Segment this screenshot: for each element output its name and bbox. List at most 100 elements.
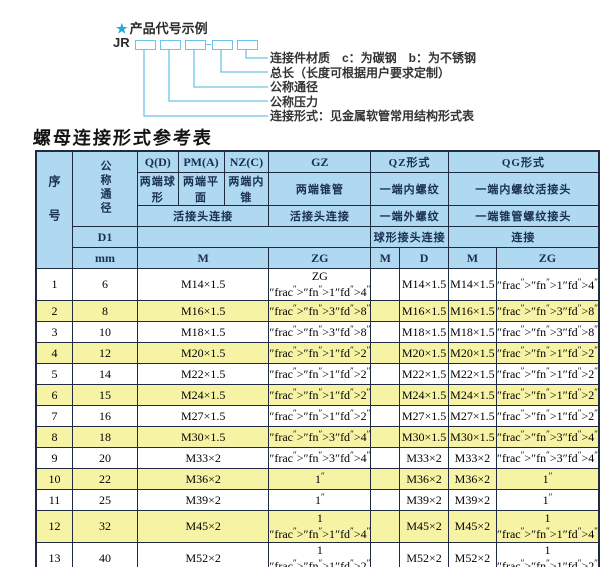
- nut-connection-table: 序号 公称通径 Q(D) PM(A) NZ(C) GZ QZ形式 QG形式 两端…: [35, 150, 600, 567]
- cell-qz-m: [370, 363, 401, 385]
- cell-qz-m: [370, 342, 401, 364]
- cell-zg-gz: 1″: [268, 489, 372, 511]
- header-q: Q(D): [137, 150, 179, 173]
- table-row: 4 12 M20×1.5 ″frac″>″fn″>1″fd″>2″ M20×1.5 M20…: [35, 342, 600, 364]
- cell-qg-zg: 1 ″frac″>″fn″>1″fd″>2″: [495, 542, 600, 567]
- cell-qg-zg: 1″: [495, 489, 600, 511]
- cell-qz-m: [370, 426, 401, 448]
- table-row: 11 25 M39×2 1″ M39×2 M39×2 1″: [35, 489, 600, 511]
- cell-qz-d: M27×1.5: [399, 405, 449, 427]
- cell-no: 5: [35, 363, 74, 385]
- code-legend: 连接件材质 c：为碳钢 b：为不锈钢 总长（长度可根据用户要求定制） 公称通径 …: [270, 51, 476, 124]
- table-row: 2 8 M16×1.5 ″frac″>″fn″>3″fd″>8″ M16×1.5 M16×…: [35, 300, 600, 322]
- table-row: 7 16 M27×1.5 ″frac″>″fn″>1″fd″>2″ M27×1.5 M27…: [35, 405, 600, 427]
- diagram-title: ★ 产品代号示例: [116, 18, 208, 37]
- cell-no: 8: [35, 426, 74, 448]
- cell-zg-gz: ″frac″>″fn″>3″fd″>4″: [268, 447, 372, 469]
- header-nz-sub: 两端内锥: [223, 172, 270, 206]
- cell-qg-zg: 1″: [495, 468, 600, 490]
- cell-qg-zg: 1 ″frac″>″fn″>1″fd″>4″: [495, 510, 600, 543]
- cell-qz-m: [370, 468, 401, 490]
- code-box-1: [135, 40, 156, 50]
- cell-m: M20×1.5: [137, 342, 270, 364]
- cell-m: M14×1.5: [137, 268, 270, 301]
- legend-diameter: 公称通径: [270, 80, 319, 94]
- header-qg-conn: 连接: [447, 226, 600, 248]
- cell-qg-m: M20×1.5: [447, 342, 497, 364]
- cell-qg-m: M36×2: [447, 468, 497, 490]
- cell-qz-d: M18×1.5: [399, 321, 449, 343]
- cell-zg-gz: ″frac″>″fn″>3″fd″>8″: [268, 300, 372, 322]
- table-title: 螺母连接形式参考表: [32, 128, 214, 148]
- table-row: 13 40 M52×2 1 ″frac″>″fn″>1″fd″>2″ M52×2 M52×…: [35, 542, 600, 567]
- legend-pressure: 公称压力: [270, 94, 319, 109]
- cell-dn: 14: [72, 363, 139, 385]
- cell-zg-gz: ″frac″>″fn″>1″fd″>2″: [268, 384, 372, 406]
- header-d1: D1: [72, 226, 139, 248]
- cell-qz-m: [370, 321, 401, 343]
- cell-dn: 20: [72, 447, 139, 469]
- cell-qz-d: M39×2: [399, 489, 449, 511]
- diagram-title-text: 产品代号示例: [129, 21, 208, 36]
- cell-m: M39×2: [137, 489, 270, 511]
- cell-qg-m: M39×2: [447, 489, 497, 511]
- cell-m: M52×2: [137, 542, 270, 567]
- legend-connection: 连接形式：见金属软管常用结构形式表: [270, 109, 475, 123]
- cell-qg-zg: ″frac″>″fn″>1″fd″>2″: [495, 342, 600, 364]
- cell-qg-m: M14×1.5: [447, 268, 497, 301]
- cell-qz-d: M20×1.5: [399, 342, 449, 364]
- cell-qg-m: M16×1.5: [447, 300, 497, 322]
- table-row: 3 10 M18×1.5 ″frac″>″fn″>3″fd″>8″ M18×1.5 M18…: [35, 321, 600, 343]
- cell-no: 7: [35, 405, 74, 427]
- cell-zg-gz: 1 ″frac″>″fn″>1″fd″>4″: [268, 510, 372, 543]
- cell-zg-gz: ″frac″>″fn″>1″fd″>2″: [268, 342, 372, 364]
- header-qz-d: D: [399, 247, 449, 269]
- code-box-4: [212, 40, 233, 50]
- cell-qg-zg: ″frac″>″fn″>1″fd″>2″: [495, 384, 600, 406]
- cell-qz-d: M45×2: [399, 510, 449, 543]
- header-qg-sub1: 一端内螺纹活接头: [447, 172, 600, 206]
- cell-qz-d: M52×2: [399, 542, 449, 567]
- cell-qg-m: M52×2: [447, 542, 497, 567]
- cell-qg-m: M22×1.5: [447, 363, 497, 385]
- cell-qg-zg: ″frac″>″fn″>1″fd″>2″: [495, 363, 600, 385]
- cell-dn: 40: [72, 542, 139, 567]
- legend-material: 连接件材质 c：为碳钢 b：为不锈钢: [270, 51, 477, 65]
- header-pm-sub: 两端平面: [177, 172, 225, 206]
- cell-qg-zg: ″frac″>″fn″>1″fd″>2″: [495, 405, 600, 427]
- header-qg-sub2: 一端锥管螺纹接头: [447, 205, 600, 227]
- table-row: 8 18 M30×1.5 ″frac″>″fn″>3″fd″>4″ M30×1.5 M30…: [35, 426, 600, 448]
- cell-zg-gz: ″frac″>″fn″>1″fd″>2″: [268, 363, 372, 385]
- cell-dn: 6: [72, 268, 139, 301]
- cell-zg-gz: 1″: [268, 468, 372, 490]
- header-qg-zg: ZG: [495, 247, 600, 269]
- cell-no: 10: [35, 468, 74, 490]
- cell-qz-d: M16×1.5: [399, 300, 449, 322]
- cell-qg-m: M45×2: [447, 510, 497, 543]
- cell-qg-m: M30×1.5: [447, 426, 497, 448]
- table-row: 10 22 M36×2 1″ M36×2 M36×2 1″: [35, 468, 600, 490]
- cell-dn: 12: [72, 342, 139, 364]
- cell-dn: 18: [72, 426, 139, 448]
- header-qg-m: M: [447, 247, 497, 269]
- product-code-diagram: ★ 产品代号示例 JR 连接件材质 c：为碳钢 b：为不锈钢 总长（长度可根据用户…: [0, 0, 600, 145]
- cell-qg-zg: ″frac″>″fn″>3″fd″>8″: [495, 300, 600, 322]
- header-zg: ZG: [268, 247, 372, 269]
- header-qz-m: M: [370, 247, 401, 269]
- legend-length: 总长（长度可根据用户要求定制）: [270, 65, 451, 80]
- header-m: M: [137, 247, 270, 269]
- cell-m: M22×1.5: [137, 363, 270, 385]
- cell-qz-d: M36×2: [399, 468, 449, 490]
- cell-dn: 16: [72, 405, 139, 427]
- table-row: 9 20 M33×2 ″frac″>″fn″>3″fd″>4″ M33×2 M33×2 ″f…: [35, 447, 600, 469]
- code-box-5: [237, 40, 258, 50]
- cell-dn: 8: [72, 300, 139, 322]
- header-gz-conn: 活接头连接: [268, 205, 372, 227]
- cell-no: 1: [35, 268, 74, 301]
- header-qz-conn: 球形接头连接: [370, 226, 449, 248]
- cell-m: M45×2: [137, 510, 270, 543]
- cell-zg-gz: 1 ″frac″>″fn″>1″fd″>2″: [268, 542, 372, 567]
- header-gz-sub: 两端锥管: [268, 172, 372, 206]
- cell-no: 13: [35, 542, 74, 567]
